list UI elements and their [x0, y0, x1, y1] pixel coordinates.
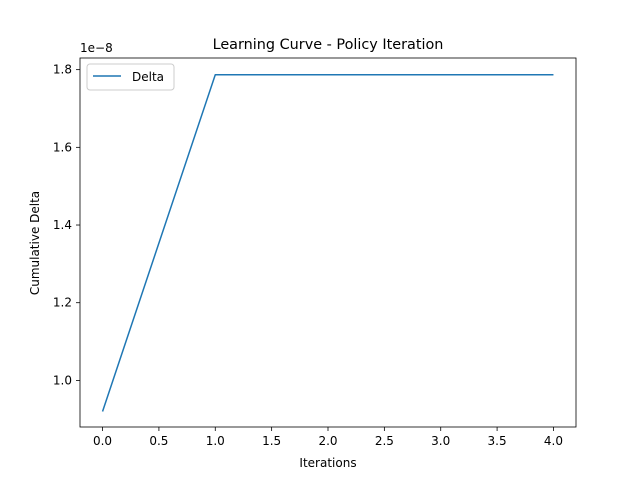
axes-frame: [79, 57, 577, 428]
y-tick-label: 1.6: [53, 140, 72, 154]
y-tick-label: 1.8: [53, 63, 72, 77]
x-tick-label: 3.5: [488, 434, 507, 448]
y-tick-label: 1.2: [53, 296, 72, 310]
x-tick-label: 3.0: [431, 434, 450, 448]
plot-area: 0.0 0.5 1.0 1.5 2.0 2.5 3.0 3.5 4.0 1.0 1.2 1.4 1.6 1…: [53, 57, 577, 448]
x-tick-label: 1.5: [262, 434, 281, 448]
legend: Delta: [86, 63, 175, 91]
x-axis-label: Iterations: [299, 456, 356, 470]
x-tick-label: 2.5: [375, 434, 394, 448]
legend-label: Delta: [132, 70, 164, 84]
series-line-delta: [101, 73, 554, 412]
x-tick-label: 0.5: [149, 434, 168, 448]
y-tick-label: 1.4: [53, 218, 72, 232]
y-axis-offset-label: 1e−8: [80, 41, 113, 55]
y-tick-label: 1.0: [53, 373, 72, 387]
legend-box: [86, 63, 175, 91]
x-tick-label: 2.0: [318, 434, 337, 448]
chart-title: Learning Curve - Policy Iteration: [213, 37, 444, 53]
x-tick-label: 4.0: [544, 434, 563, 448]
y-axis-label: Cumulative Delta: [28, 191, 42, 295]
x-tick-label: 0.0: [93, 434, 112, 448]
x-tick-label: 1.0: [206, 434, 225, 448]
